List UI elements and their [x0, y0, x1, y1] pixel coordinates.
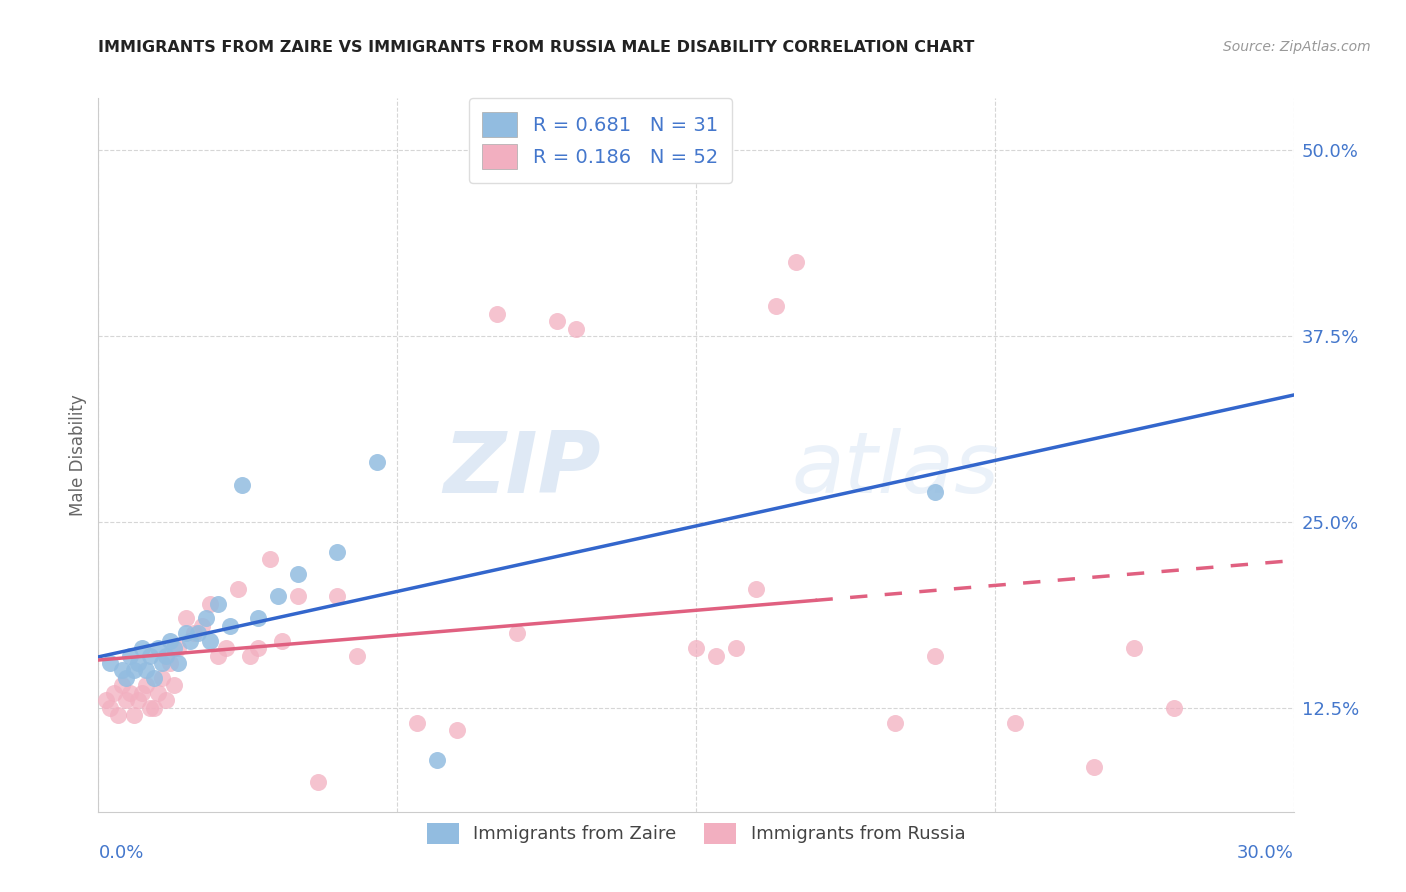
Point: [127, 656, 149, 670]
Point: [267, 589, 290, 603]
Text: 30.0%: 30.0%: [1237, 845, 1294, 863]
Point: [231, 477, 253, 491]
Point: [148, 641, 170, 656]
Point: [704, 648, 727, 663]
Point: [150, 671, 173, 685]
Point: [96, 693, 118, 707]
Point: [131, 686, 153, 700]
Point: [120, 648, 142, 663]
Point: [111, 664, 134, 678]
Point: [179, 633, 201, 648]
Point: [198, 597, 221, 611]
Point: [884, 715, 907, 730]
Point: [139, 648, 162, 663]
Point: [546, 314, 568, 328]
Point: [226, 582, 249, 596]
Point: [724, 641, 747, 656]
Point: [246, 611, 269, 625]
Point: [167, 641, 190, 656]
Point: [924, 648, 946, 663]
Point: [745, 582, 768, 596]
Point: [1083, 760, 1105, 774]
Point: [174, 626, 197, 640]
Point: [155, 648, 177, 663]
Point: [163, 678, 186, 692]
Point: [287, 589, 309, 603]
Point: [406, 715, 429, 730]
Text: Source: ZipAtlas.com: Source: ZipAtlas.com: [1223, 40, 1371, 54]
Point: [135, 678, 157, 692]
Point: [135, 664, 157, 678]
Point: [215, 641, 238, 656]
Point: [685, 641, 707, 656]
Point: [506, 626, 529, 640]
Point: [148, 686, 170, 700]
Point: [565, 321, 588, 335]
Point: [198, 633, 221, 648]
Point: [150, 656, 173, 670]
Point: [100, 656, 122, 670]
Text: IMMIGRANTS FROM ZAIRE VS IMMIGRANTS FROM RUSSIA MALE DISABILITY CORRELATION CHAR: IMMIGRANTS FROM ZAIRE VS IMMIGRANTS FROM…: [98, 40, 974, 55]
Point: [270, 633, 292, 648]
Point: [207, 597, 229, 611]
Point: [426, 753, 449, 767]
Point: [100, 700, 122, 714]
Point: [163, 641, 186, 656]
Point: [1004, 715, 1026, 730]
Point: [167, 656, 190, 670]
Point: [259, 552, 281, 566]
Point: [143, 700, 166, 714]
Point: [326, 589, 349, 603]
Text: atlas: atlas: [792, 427, 1000, 511]
Text: 0.0%: 0.0%: [98, 845, 143, 863]
Point: [485, 307, 508, 321]
Point: [139, 700, 162, 714]
Point: [366, 455, 388, 469]
Point: [219, 619, 242, 633]
Point: [765, 299, 787, 313]
Point: [1123, 641, 1146, 656]
Point: [239, 648, 262, 663]
Point: [124, 664, 146, 678]
Point: [195, 611, 218, 625]
Point: [924, 485, 946, 500]
Point: [103, 686, 125, 700]
Point: [1163, 700, 1185, 714]
Point: [246, 641, 269, 656]
Y-axis label: Male Disability: Male Disability: [69, 394, 87, 516]
Point: [346, 648, 368, 663]
Point: [127, 693, 149, 707]
Point: [124, 708, 146, 723]
Point: [326, 544, 349, 558]
Legend: Immigrants from Zaire, Immigrants from Russia: Immigrants from Zaire, Immigrants from R…: [418, 814, 974, 853]
Point: [115, 693, 138, 707]
Point: [131, 641, 153, 656]
Point: [115, 671, 138, 685]
Point: [785, 254, 807, 268]
Point: [287, 566, 309, 581]
Point: [155, 693, 177, 707]
Point: [107, 708, 129, 723]
Text: ZIP: ZIP: [443, 427, 600, 511]
Point: [159, 656, 181, 670]
Point: [307, 775, 329, 789]
Point: [183, 626, 205, 640]
Point: [159, 633, 181, 648]
Point: [111, 678, 134, 692]
Point: [174, 611, 197, 625]
Point: [207, 648, 229, 663]
Point: [187, 626, 209, 640]
Point: [446, 723, 468, 737]
Point: [120, 686, 142, 700]
Point: [191, 619, 214, 633]
Point: [143, 671, 166, 685]
